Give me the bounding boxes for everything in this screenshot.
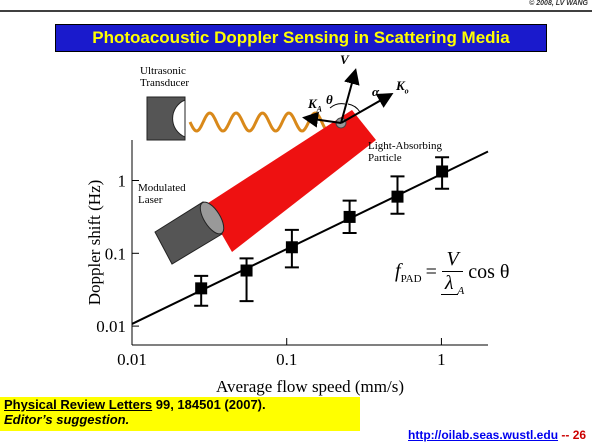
formula-sub: PAD <box>400 273 422 285</box>
theta-arc <box>329 103 346 109</box>
fit-line <box>131 150 489 325</box>
annotation: Light-Absorbing Particle <box>368 140 442 164</box>
vector-sub: o <box>404 86 409 96</box>
formula-var: f <box>395 260 401 282</box>
laser-beam <box>205 110 376 252</box>
slide-title: Photoacoustic Doppler Sensing in Scatter… <box>55 24 547 52</box>
y-tick-label: 1 <box>118 171 127 190</box>
formula-tail: cos θ <box>468 261 510 283</box>
url[interactable]: http://oilab.seas.wustl.edu <box>408 428 559 442</box>
acoustic-vector <box>302 111 342 128</box>
formula-f: fPAD <box>395 260 422 285</box>
transducer-face <box>172 99 186 138</box>
ultrasound-wave <box>188 111 337 133</box>
angle-label: θ <box>326 92 333 107</box>
velocity-vector <box>340 68 360 124</box>
x-axis-label: Average flow speed (mm/s) <box>216 377 404 396</box>
footer-link: http://oilab.seas.wustl.edu -- 26 <box>408 428 586 442</box>
note: Editor’s suggestion. <box>4 412 130 427</box>
y-tick-label: 0.01 <box>96 317 126 336</box>
vector-label: Ko <box>396 78 409 96</box>
journal: Physical Review Letters <box>4 397 153 412</box>
x-tick-label: 0.1 <box>276 350 297 369</box>
formula-sub: A <box>457 285 465 297</box>
x-tick-label: 1 <box>437 350 446 369</box>
annotation: Ultrasonic Transducer <box>140 65 190 89</box>
citation-line: Physical Review Letters 99, 184501 (2007… <box>4 397 360 412</box>
angle-label: α <box>372 84 380 99</box>
optical-vector <box>340 93 394 124</box>
vector-label: K <box>396 78 405 93</box>
formula-var: λ <box>440 272 458 295</box>
alpha-arc <box>347 103 361 113</box>
page-number: -- 26 <box>558 428 587 442</box>
laser-aperture <box>199 201 225 235</box>
x-tick-label: 0.01 <box>117 350 147 369</box>
copyright: © 2008, LV WANG <box>529 0 588 7</box>
vector-label: KA <box>308 96 322 114</box>
formula-eq: = <box>425 261 437 283</box>
annotation: Modulated Laser <box>138 182 186 206</box>
formula-num: V <box>442 248 463 272</box>
footer-citation: Physical Review Letters 99, 184501 (2007… <box>0 397 360 431</box>
vector-sub: A <box>316 104 323 114</box>
vector-label: K <box>308 96 317 111</box>
citation: 99, 184501 (2007). <box>152 397 266 412</box>
vector-label: V <box>340 52 349 67</box>
y-axis-label: Doppler shift (Hz) <box>85 180 104 306</box>
y-tick-label: 0.1 <box>105 244 126 263</box>
